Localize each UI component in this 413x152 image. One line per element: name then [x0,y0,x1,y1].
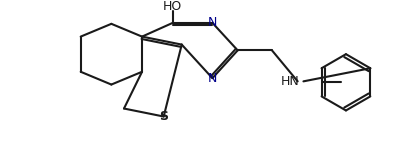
Text: HO: HO [163,0,182,13]
Text: N: N [207,72,216,85]
Text: HN: HN [280,75,299,88]
Text: N: N [207,16,216,29]
Text: S: S [159,110,168,123]
